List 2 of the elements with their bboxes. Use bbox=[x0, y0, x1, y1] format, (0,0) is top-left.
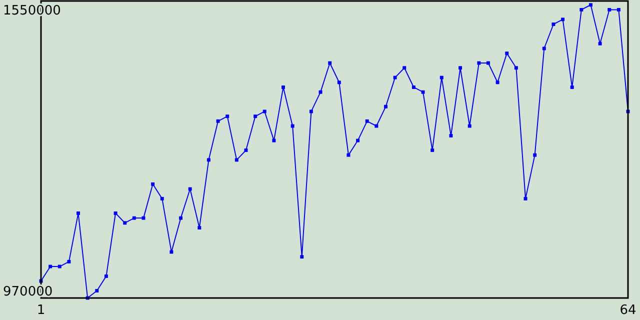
x-tick-label: 1 bbox=[36, 303, 46, 318]
x-tick-label: 64 bbox=[620, 303, 636, 318]
